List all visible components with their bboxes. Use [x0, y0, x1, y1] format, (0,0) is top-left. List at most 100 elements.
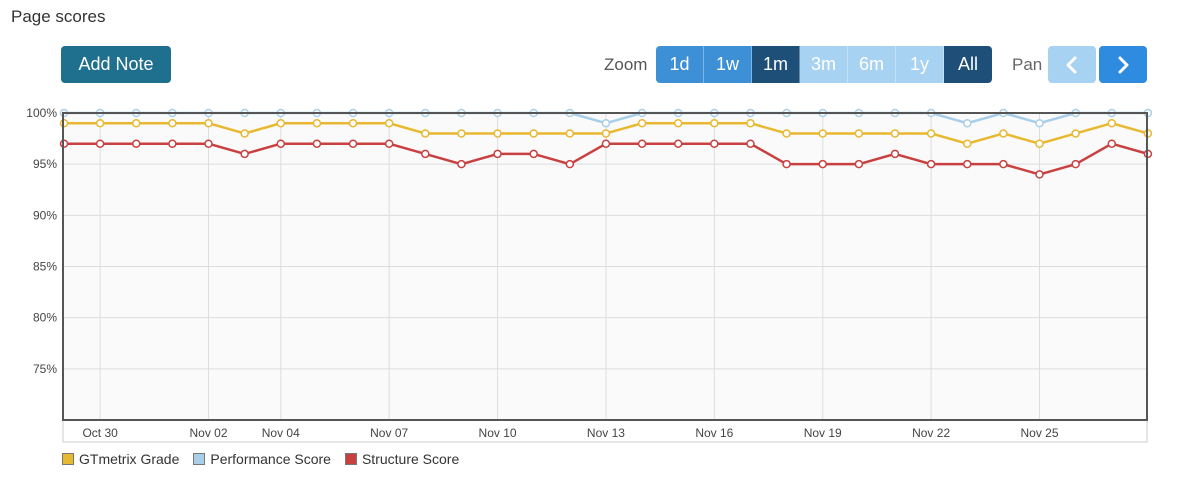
data-point-gtmetrix-grade: [384, 118, 394, 128]
data-point-structure-score: [276, 139, 286, 148]
data-point-gtmetrix-grade: [95, 118, 105, 128]
data-point-structure-score: [963, 159, 972, 169]
zoom-1m-button[interactable]: 1m: [752, 46, 800, 83]
x-tick-label: Nov 04: [262, 426, 300, 440]
data-point-gtmetrix-grade: [565, 129, 575, 138]
pan-prev-button[interactable]: [1048, 46, 1096, 83]
data-point-structure-score: [926, 159, 936, 169]
y-tick-label: 100%: [26, 106, 57, 120]
x-tick-label: Nov 22: [912, 426, 950, 440]
data-point-gtmetrix-grade: [204, 118, 213, 128]
x-tick-label: Nov 02: [190, 426, 228, 440]
data-point-structure-score: [710, 139, 719, 148]
data-point-gtmetrix-grade: [963, 139, 972, 148]
data-point-gtmetrix-grade: [276, 118, 286, 128]
zoom-3m-button[interactable]: 3m: [800, 46, 848, 83]
data-point-gtmetrix-grade: [926, 129, 936, 138]
data-point-gtmetrix-grade: [529, 129, 538, 138]
zoom-all-button[interactable]: All: [944, 46, 992, 83]
y-tick-label: 80%: [33, 311, 57, 325]
legend-label-structure-score: Structure Score: [361, 451, 460, 467]
data-point-structure-score: [999, 159, 1008, 169]
data-point-gtmetrix-grade: [601, 129, 611, 138]
data-point-gtmetrix-grade: [240, 129, 249, 138]
data-point-gtmetrix-grade: [637, 118, 647, 128]
zoom-6m-button[interactable]: 6m: [848, 46, 896, 83]
data-point-structure-score: [565, 159, 575, 169]
x-tick-label: Nov 13: [587, 426, 625, 440]
data-point-performance-score: [963, 118, 972, 128]
x-tick-label: Nov 16: [695, 426, 733, 440]
data-point-structure-score: [782, 159, 791, 169]
data-point-performance-score: [601, 118, 611, 128]
data-point-structure-score: [132, 139, 141, 148]
data-point-gtmetrix-grade: [890, 129, 900, 138]
data-point-gtmetrix-grade: [854, 129, 864, 138]
zoom-1y-button[interactable]: 1y: [896, 46, 944, 83]
x-tick-label: Nov 10: [479, 426, 517, 440]
data-point-structure-score: [312, 139, 322, 148]
data-point-gtmetrix-grade: [673, 118, 683, 128]
data-point-gtmetrix-grade: [1035, 139, 1044, 148]
data-point-structure-score: [1107, 139, 1117, 148]
data-point-gtmetrix-grade: [348, 118, 358, 128]
legend-item-performance-score[interactable]: Performance Score: [193, 451, 331, 467]
data-point-gtmetrix-grade: [493, 129, 502, 138]
legend-item-structure-score[interactable]: Structure Score: [344, 451, 460, 467]
data-point-structure-score: [673, 139, 683, 148]
data-point-structure-score: [529, 149, 538, 159]
zoom-1d-button[interactable]: 1d: [656, 46, 704, 83]
data-point-structure-score: [240, 149, 249, 159]
data-point-gtmetrix-grade: [818, 129, 827, 138]
chart-legend: GTmetrix Grade Performance Score Structu…: [62, 451, 459, 467]
zoom-1w-button[interactable]: 1w: [704, 46, 752, 83]
legend-label-performance-score: Performance Score: [210, 451, 331, 467]
data-point-structure-score: [421, 149, 430, 159]
y-tick-label: 95%: [33, 157, 57, 171]
x-tick-label: Nov 19: [804, 426, 842, 440]
zoom-button-group: 1d 1w 1m 3m 6m 1y All: [656, 46, 992, 83]
pan-label: Pan: [1012, 55, 1043, 74]
legend-swatch-performance-score: [193, 453, 206, 465]
y-tick-label: 90%: [33, 208, 57, 222]
data-point-gtmetrix-grade: [312, 118, 322, 128]
data-point-gtmetrix-grade: [132, 118, 141, 128]
add-note-button[interactable]: Add Note: [61, 46, 171, 83]
page-title: Page scores: [11, 7, 106, 26]
legend-swatch-structure-score: [344, 453, 357, 465]
data-point-structure-score: [818, 159, 827, 169]
data-point-structure-score: [1071, 159, 1080, 169]
data-point-structure-score: [637, 139, 647, 148]
data-point-structure-score: [854, 159, 864, 169]
y-tick-label: 85%: [33, 260, 57, 274]
data-point-structure-score: [384, 139, 394, 148]
data-point-structure-score: [95, 139, 105, 148]
data-point-gtmetrix-grade: [1071, 129, 1080, 138]
data-point-structure-score: [204, 139, 213, 148]
data-point-structure-score: [890, 149, 900, 159]
data-point-structure-score: [601, 139, 611, 148]
data-point-gtmetrix-grade: [421, 129, 430, 138]
data-point-gtmetrix-grade: [457, 129, 466, 138]
data-point-gtmetrix-grade: [710, 118, 719, 128]
x-tick-label: Nov 25: [1020, 426, 1058, 440]
data-point-gtmetrix-grade: [782, 129, 791, 138]
x-tick-label: Oct 30: [82, 426, 118, 440]
plot-frame: [62, 112, 1148, 421]
data-point-gtmetrix-grade: [168, 118, 177, 128]
data-point-performance-score: [1035, 118, 1044, 128]
y-tick-label: 75%: [33, 362, 57, 376]
data-point-structure-score: [348, 139, 358, 148]
data-point-structure-score: [746, 139, 755, 148]
data-point-structure-score: [1035, 170, 1044, 179]
x-tick-label: Nov 07: [370, 426, 408, 440]
legend-item-gtmetrix-grade[interactable]: GTmetrix Grade: [62, 451, 179, 467]
data-point-gtmetrix-grade: [999, 129, 1008, 138]
legend-swatch-gtmetrix-grade: [62, 453, 74, 465]
data-point-structure-score: [493, 149, 502, 159]
data-point-gtmetrix-grade: [746, 118, 755, 128]
data-point-structure-score: [457, 159, 466, 169]
data-point-gtmetrix-grade: [1107, 118, 1117, 128]
legend-label-gtmetrix-grade: GTmetrix Grade: [79, 451, 180, 467]
pan-next-button[interactable]: [1099, 46, 1147, 83]
